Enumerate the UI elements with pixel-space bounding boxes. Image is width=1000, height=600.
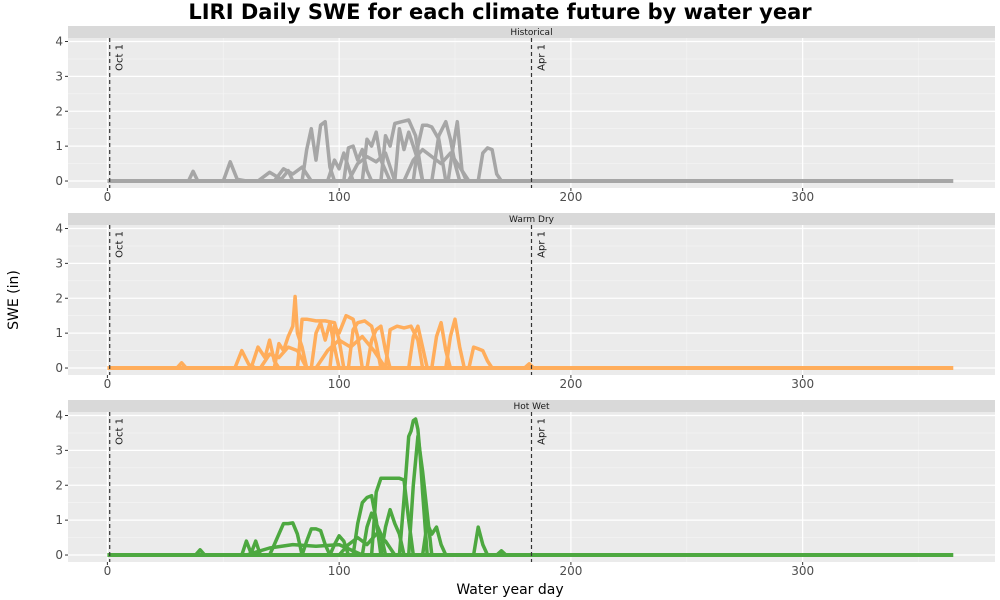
- series-line: [406, 324, 429, 370]
- x-tick-label: 200: [559, 564, 582, 578]
- series-line: [328, 313, 365, 370]
- series-line: [309, 320, 341, 370]
- series-line: [420, 521, 448, 557]
- series-line: [379, 118, 425, 183]
- y-tick-label: 1: [55, 139, 63, 153]
- y-tick-label: 0: [55, 548, 63, 562]
- x-tick-label: 300: [791, 190, 814, 204]
- y-tick-label: 2: [55, 104, 63, 118]
- panel-historical: Historical 0 1 2 3 4 0 100 200 300 Oct 1 Apr 1: [55, 26, 995, 204]
- series-line: [258, 345, 309, 370]
- series-line: [295, 317, 346, 370]
- series-line: [522, 362, 536, 370]
- series-line: [342, 144, 374, 183]
- series-line: [193, 548, 207, 557]
- panel-strip: [68, 400, 995, 412]
- panel-strip: [68, 213, 995, 225]
- series-line: [300, 119, 337, 183]
- reference-line-label: Apr 1: [537, 231, 548, 258]
- y-tick-label: 1: [55, 326, 63, 340]
- x-tick-label: 100: [328, 564, 351, 578]
- y-tick-label: 3: [55, 256, 63, 270]
- y-tick-label: 0: [55, 361, 63, 375]
- x-tick-label: 0: [104, 564, 112, 578]
- reference-line-label: Oct 1: [115, 44, 126, 71]
- y-tick-label: 4: [55, 34, 63, 48]
- series-line: [494, 549, 508, 557]
- series-line: [360, 130, 392, 183]
- x-tick-label: 100: [328, 190, 351, 204]
- series-line: [430, 119, 462, 183]
- y-tick-label: 3: [55, 69, 63, 83]
- series-line: [314, 334, 388, 370]
- series-line: [337, 532, 397, 557]
- series-line: [467, 345, 494, 370]
- series-line: [325, 151, 355, 183]
- series-group: [107, 118, 954, 184]
- series-line: [272, 165, 314, 183]
- y-tick-label: 3: [55, 443, 63, 457]
- x-tick-label: 0: [104, 190, 112, 204]
- series-line: [244, 542, 365, 557]
- panel-title: Historical: [510, 28, 552, 38]
- x-tick-label: 200: [559, 190, 582, 204]
- series-line: [379, 507, 406, 557]
- series-line: [346, 151, 397, 183]
- y-tick-label: 0: [55, 174, 63, 188]
- series-line: [383, 324, 425, 370]
- series-line: [267, 521, 304, 557]
- series-group: [107, 294, 954, 371]
- x-tick-label: 300: [791, 377, 814, 391]
- reference-line-label: Oct 1: [115, 231, 126, 258]
- series-line: [393, 126, 425, 183]
- panel-hot-wet: Hot Wet 0 1 2 3 4 0 100 200 300 Oct 1 Apr 1: [55, 400, 995, 578]
- x-tick-label: 100: [328, 377, 351, 391]
- chart-title: LIRI Daily SWE for each climate future b…: [188, 0, 812, 24]
- reference-line-label: Apr 1: [537, 418, 548, 445]
- series-line: [444, 317, 467, 370]
- y-tick-label: 1: [55, 513, 63, 527]
- y-tick-label: 4: [55, 408, 63, 422]
- series-line: [186, 169, 200, 183]
- panel-title: Warm Dry: [509, 215, 555, 225]
- series-line: [175, 361, 188, 370]
- x-tick-label: 0: [104, 377, 112, 391]
- y-tick-label: 4: [55, 221, 63, 235]
- series-group: [107, 417, 954, 558]
- x-tick-label: 300: [791, 564, 814, 578]
- series-line: [346, 319, 383, 370]
- series-line: [406, 434, 434, 557]
- x-tick-label: 200: [559, 377, 582, 391]
- y-tick-label: 2: [55, 291, 63, 305]
- series-line: [476, 146, 504, 183]
- series-line: [402, 147, 471, 183]
- panel-strip: [68, 26, 995, 38]
- x-axis-label: Water year day: [456, 582, 564, 598]
- series-line: [471, 525, 490, 557]
- y-tick-label: 2: [55, 478, 63, 492]
- reference-line-label: Oct 1: [115, 418, 126, 445]
- panel-warm-dry: Warm Dry 0 1 2 3 4 0 100 200 300 Oct 1 Apr 1: [55, 213, 995, 391]
- series-line: [221, 160, 249, 183]
- reference-line-label: Apr 1: [537, 44, 548, 71]
- panel-title: Hot Wet: [513, 402, 550, 412]
- series-line: [369, 476, 416, 557]
